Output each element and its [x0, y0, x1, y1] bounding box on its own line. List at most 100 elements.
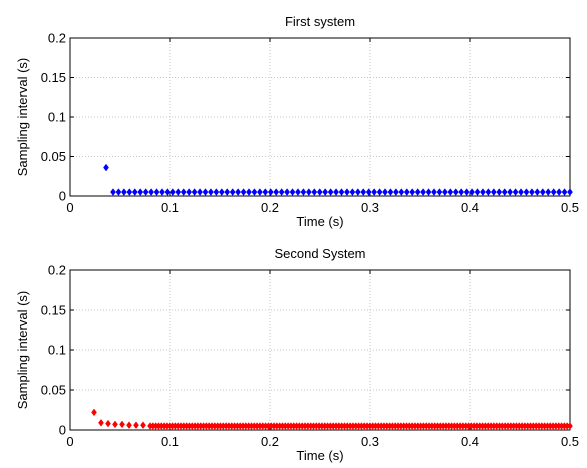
data-point-diamond	[496, 188, 503, 196]
data-point-diamond	[267, 188, 274, 196]
x-axis-label: Time (s)	[296, 448, 343, 463]
data-point-diamond	[327, 188, 334, 196]
y-axis-label: Sampling interval (s)	[15, 58, 30, 177]
data-point-diamond	[169, 188, 176, 196]
data-point-diamond	[126, 421, 132, 430]
data-point-diamond	[142, 188, 149, 196]
y-tick-label: 0.1	[48, 343, 66, 358]
y-tick-label: 0.2	[48, 31, 66, 46]
data-point-diamond	[447, 188, 454, 196]
data-point-diamond	[561, 188, 568, 196]
data-point-diamond	[414, 188, 421, 196]
data-point-diamond	[159, 188, 165, 196]
y-tick-label: 0.15	[41, 303, 66, 318]
data-point-diamond	[202, 188, 209, 196]
data-point-diamond	[175, 188, 182, 196]
data-point-diamond	[322, 188, 329, 196]
chart-title: Second System	[274, 246, 365, 261]
x-tick-label: 0.3	[361, 200, 379, 215]
data-point-diamond	[103, 163, 109, 172]
chart-title: First system	[285, 14, 355, 29]
data-point-diamond	[529, 188, 535, 196]
data-point-diamond	[518, 188, 524, 196]
data-point-diamond	[262, 188, 269, 196]
data-point-diamond	[485, 188, 492, 196]
y-tick-label: 0.15	[41, 70, 66, 85]
data-point-diamond	[112, 420, 118, 429]
data-point-diamond	[119, 420, 125, 429]
data-point-diamond	[235, 188, 241, 196]
data-point-diamond	[420, 188, 426, 196]
y-tick-label: 0.05	[41, 383, 66, 398]
data-point-diamond	[545, 188, 552, 196]
data-point-diamond	[311, 188, 318, 196]
data-point-diamond	[133, 421, 139, 430]
x-tick-label: 0	[66, 434, 73, 449]
data-point-diamond	[539, 188, 546, 196]
x-axis-label: Time (s)	[296, 214, 343, 229]
data-point-diamond	[512, 188, 519, 196]
data-point-diamond	[110, 188, 116, 196]
data-point-diamond	[371, 188, 378, 196]
x-tick-label: 0.4	[461, 434, 479, 449]
data-point-diamond	[278, 188, 285, 196]
data-point-diamond	[567, 422, 573, 430]
x-tick-label: 0.2	[261, 434, 279, 449]
data-point-diamond	[431, 188, 437, 196]
data-point-diamond	[360, 188, 367, 196]
data-point-diamond	[140, 421, 146, 430]
data-point-diamond	[186, 188, 193, 196]
data-point-diamond	[295, 188, 301, 196]
x-tick-label: 0.2	[261, 200, 279, 215]
data-point-diamond	[354, 188, 361, 196]
data-point-diamond	[273, 188, 280, 196]
data-point-diamond	[376, 188, 383, 196]
plot-second-system: 0 0.1 0.2 0.3 0.4 0.5 0 0.05 0.1 0.15 0.2 Second Sy…	[15, 246, 579, 463]
data-point-diamond	[387, 188, 394, 196]
data-point-diamond	[131, 188, 138, 196]
x-tick-label: 0.1	[161, 200, 179, 215]
data-point-diamond	[240, 188, 247, 196]
data-point-diamond	[191, 188, 198, 196]
y-tick-label: 0.2	[48, 263, 66, 278]
data-point-diamond	[507, 188, 514, 196]
data-point-diamond	[425, 188, 432, 196]
data-point-diamond	[409, 188, 416, 196]
data-point-diamond	[474, 188, 481, 196]
data-point-diamond	[224, 188, 231, 196]
data-point-diamond	[251, 188, 258, 196]
x-tick-label: 0.1	[161, 434, 179, 449]
data-point-diamond	[316, 188, 323, 196]
data-point-diamond	[197, 188, 203, 196]
data-point-diamond	[442, 188, 448, 196]
data-point-diamond	[115, 188, 122, 196]
data-point-diamond	[567, 188, 573, 196]
y-tick-label: 0.1	[48, 110, 66, 125]
data-point-diamond	[164, 188, 171, 196]
plot-first-system: 0 0.1 0.2 0.3 0.4 0.5 0 0.05 0.1 0.15 0.2 First sys…	[15, 14, 579, 229]
data-point-diamond	[208, 188, 214, 196]
data-point-diamond	[469, 188, 475, 196]
data-point-diamond	[480, 188, 486, 196]
data-point-diamond	[523, 188, 530, 196]
data-point-diamond	[556, 188, 562, 196]
x-tick-label: 0.5	[561, 434, 579, 449]
data-point-diamond	[229, 188, 236, 196]
data-point-diamond	[121, 188, 127, 196]
x-tick-label: 0.5	[561, 200, 579, 215]
data-point-diamond	[338, 188, 345, 196]
data-point-diamond	[398, 188, 405, 196]
data-point-diamond	[148, 188, 154, 196]
data-point-diamond	[300, 188, 307, 196]
data-point-diamond	[180, 188, 187, 196]
data-point-diamond	[218, 188, 225, 196]
data-point-diamond	[436, 188, 443, 196]
data-point-diamond	[501, 188, 508, 196]
data-point-diamond	[153, 188, 160, 196]
y-tick-label: 0.05	[41, 149, 66, 164]
data-point-diamond	[246, 188, 252, 196]
y-axis-label: Sampling interval (s)	[15, 291, 30, 410]
data-point-diamond	[137, 188, 144, 196]
data-point-diamond	[382, 188, 388, 196]
